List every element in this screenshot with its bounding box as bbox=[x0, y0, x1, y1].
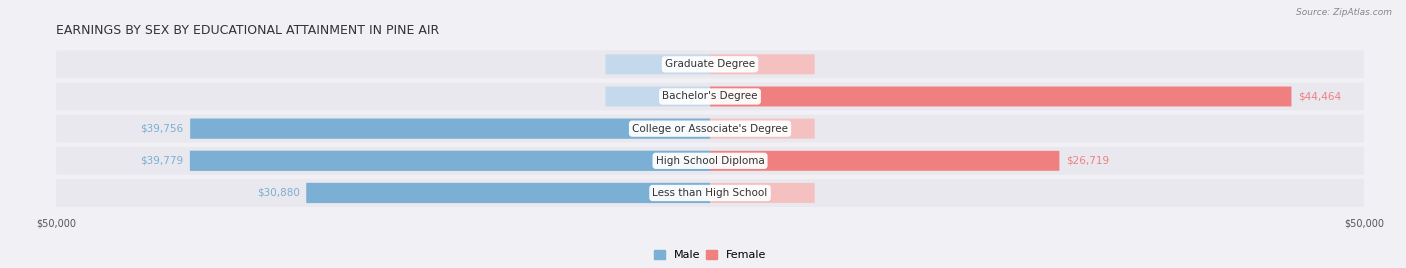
Text: $26,719: $26,719 bbox=[1066, 156, 1109, 166]
FancyBboxPatch shape bbox=[56, 50, 1364, 78]
FancyBboxPatch shape bbox=[710, 151, 1059, 171]
Text: $39,756: $39,756 bbox=[141, 124, 184, 134]
FancyBboxPatch shape bbox=[710, 54, 814, 74]
FancyBboxPatch shape bbox=[56, 115, 1364, 143]
Text: $44,464: $44,464 bbox=[1298, 91, 1341, 102]
FancyBboxPatch shape bbox=[190, 151, 710, 171]
Text: High School Diploma: High School Diploma bbox=[655, 156, 765, 166]
Text: $0: $0 bbox=[737, 59, 749, 69]
Text: EARNINGS BY SEX BY EDUCATIONAL ATTAINMENT IN PINE AIR: EARNINGS BY SEX BY EDUCATIONAL ATTAINMEN… bbox=[56, 24, 440, 37]
Legend: Male, Female: Male, Female bbox=[650, 245, 770, 265]
Text: College or Associate's Degree: College or Associate's Degree bbox=[633, 124, 787, 134]
Text: $0: $0 bbox=[671, 91, 683, 102]
Text: $0: $0 bbox=[671, 59, 683, 69]
FancyBboxPatch shape bbox=[56, 147, 1364, 175]
Text: $0: $0 bbox=[737, 124, 749, 134]
FancyBboxPatch shape bbox=[710, 183, 814, 203]
FancyBboxPatch shape bbox=[710, 119, 814, 139]
FancyBboxPatch shape bbox=[307, 183, 710, 203]
Text: $0: $0 bbox=[737, 188, 749, 198]
FancyBboxPatch shape bbox=[190, 118, 710, 139]
FancyBboxPatch shape bbox=[606, 54, 710, 74]
FancyBboxPatch shape bbox=[606, 87, 710, 106]
FancyBboxPatch shape bbox=[56, 83, 1364, 110]
Text: Graduate Degree: Graduate Degree bbox=[665, 59, 755, 69]
Text: Source: ZipAtlas.com: Source: ZipAtlas.com bbox=[1296, 8, 1392, 17]
Text: Bachelor's Degree: Bachelor's Degree bbox=[662, 91, 758, 102]
FancyBboxPatch shape bbox=[56, 179, 1364, 207]
Text: $39,779: $39,779 bbox=[141, 156, 183, 166]
Text: $30,880: $30,880 bbox=[257, 188, 299, 198]
FancyBboxPatch shape bbox=[710, 87, 1292, 106]
Text: Less than High School: Less than High School bbox=[652, 188, 768, 198]
